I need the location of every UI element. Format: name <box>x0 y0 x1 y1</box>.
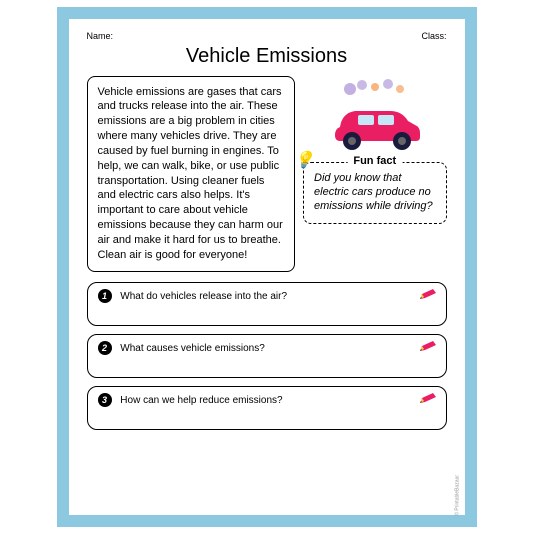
question-box-1: 1 What do vehicles release into the air? <box>87 282 447 326</box>
question-text: What causes vehicle emissions? <box>120 343 265 354</box>
passage-box: Vehicle emissions are gases that cars an… <box>87 76 296 272</box>
right-column: 💡 Fun fact Did you know that electric ca… <box>303 76 446 272</box>
name-label: Name: <box>87 31 114 41</box>
pencil-icon <box>418 339 438 356</box>
passage-text: Vehicle emissions are gases that cars an… <box>98 86 283 261</box>
credit-text: © PrintableBazaar <box>455 475 461 516</box>
pencil-icon <box>418 287 438 304</box>
class-label: Class: <box>421 31 446 41</box>
question-number: 2 <box>98 341 112 355</box>
funfact-text: Did you know that electric cars produce … <box>314 171 435 214</box>
car-icon <box>320 77 430 155</box>
lightbulb-icon: 💡 <box>294 151 314 172</box>
question-text: What do vehicles release into the air? <box>120 291 287 302</box>
page-title: Vehicle Emissions <box>87 45 447 68</box>
question-number: 1 <box>98 289 112 303</box>
funfact-box: 💡 Fun fact Did you know that electric ca… <box>303 162 446 225</box>
question-text: How can we help reduce emissions? <box>120 395 282 406</box>
funfact-label: Fun fact <box>347 154 402 168</box>
question-box-3: 3 How can we help reduce emissions? <box>87 386 447 430</box>
question-box-2: 2 What causes vehicle emissions? <box>87 334 447 378</box>
frame: Name: Class: Vehicle Emissions Vehicle e… <box>57 7 477 527</box>
question-number: 3 <box>98 393 112 407</box>
pencil-icon <box>418 391 438 408</box>
worksheet-page: Name: Class: Vehicle Emissions Vehicle e… <box>69 19 465 515</box>
content-row: Vehicle emissions are gases that cars an… <box>87 76 447 272</box>
car-illustration <box>303 76 446 156</box>
header-row: Name: Class: <box>87 31 447 41</box>
